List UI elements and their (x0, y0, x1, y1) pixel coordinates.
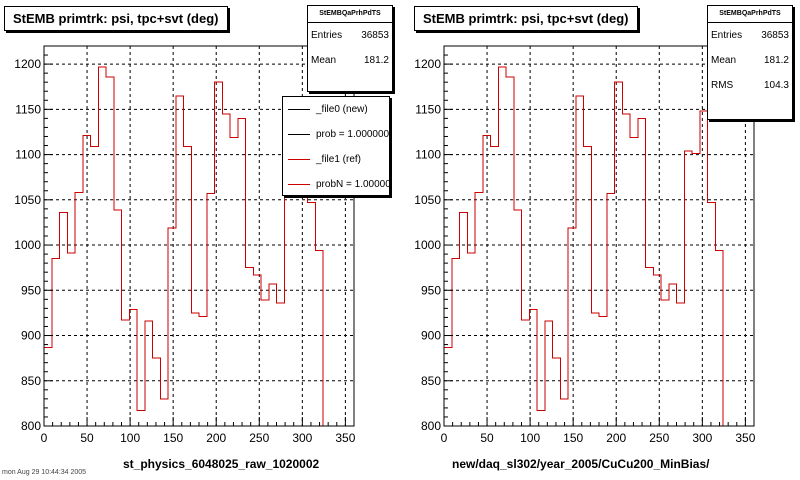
x-axis-title-right: new/daq_sl302/year_2005/CuCu200_MinBias/ (452, 457, 710, 471)
y-tick-label: 800 (21, 419, 41, 433)
x-tick-label: 0 (41, 431, 48, 445)
legend-item: _file1 (ref) (283, 147, 389, 172)
legend-item: prob = 1.000000 (283, 122, 389, 147)
x-tick-label: 300 (292, 431, 312, 445)
x-tick-label: 300 (692, 431, 712, 445)
stats-rms-value: 104.3 (763, 80, 789, 91)
stats-name-left: StEMBQaPrhPdTS (308, 6, 392, 23)
x-tick-label: 350 (335, 431, 355, 445)
stats-row-mean-right: Mean 181.2 (708, 48, 792, 73)
x-tick-label: 50 (80, 431, 94, 445)
stats-entries-label: Entries (311, 30, 343, 41)
x-tick-label: 150 (563, 431, 583, 445)
chart-title-right: StEMB primtrk: psi, tpc+svt (deg) (414, 6, 638, 31)
stats-row-entries-right: Entries 36853 (708, 23, 792, 48)
y-tick-label: 1100 (415, 148, 441, 162)
x-tick-label: 200 (606, 431, 626, 445)
footer-timestamp: mon Aug 29 10:44:34 2005 (2, 469, 87, 476)
y-tick-label: 850 (421, 374, 441, 388)
plot-panel-right: 0 50 100 150 200 250 300 350 800 850 900 950 1000 105… (414, 45, 756, 445)
series-line (443, 66, 724, 426)
chart-title-left: StEMB primtrk: psi, tpc+svt (deg) (4, 6, 228, 31)
x-tick-label: 100 (520, 431, 540, 445)
y-tick-label: 1200 (414, 57, 441, 71)
stats-name-right: StEMBQaPrhPdTS (708, 6, 792, 23)
stats-mean-value: 181.2 (763, 55, 789, 66)
legend-box: _file0 (new) prob = 1.000000 _file1 (ref… (282, 96, 390, 196)
y-tick-label: 900 (421, 329, 441, 343)
y-tick-label: 1050 (414, 193, 441, 207)
legend-label: probN = 1.000000 (316, 179, 389, 190)
y-tick-label: 950 (21, 283, 41, 297)
legend-swatch (288, 134, 310, 135)
stats-row-entries-left: Entries 36853 (308, 23, 392, 48)
y-tick-label: 950 (421, 283, 441, 297)
y-tick-label: 1150 (415, 102, 441, 116)
stats-mean-value: 181.2 (363, 55, 389, 66)
stats-row-rms-right: RMS 104.3 (708, 73, 792, 98)
stats-row-mean-left: Mean 181.2 (308, 48, 392, 73)
y-tick-label: 800 (421, 419, 441, 433)
stats-entries-value: 36853 (761, 30, 789, 41)
stats-entries-label: Entries (711, 30, 743, 41)
stats-entries-value: 36853 (361, 30, 389, 41)
x-tick-label: 250 (249, 431, 269, 445)
legend-label: _file0 (new) (316, 104, 368, 115)
y-tick-label: 1150 (15, 102, 41, 116)
x-tick-label: 100 (120, 431, 140, 445)
legend-swatch (288, 109, 310, 110)
legend-swatch (288, 184, 310, 185)
legend-item: _file0 (new) (283, 97, 389, 122)
legend-item: probN = 1.000000 (283, 172, 389, 197)
y-tick-label: 850 (21, 374, 41, 388)
stats-rms-label: RMS (711, 80, 734, 91)
y-tick-label: 1050 (14, 193, 41, 207)
stats-box-right: StEMBQaPrhPdTS Entries 36853 Mean 181.2 … (707, 5, 793, 120)
x-tick-label: 50 (480, 431, 494, 445)
x-axis-title-left: st_physics_6048025_raw_1020002 (123, 457, 320, 471)
stats-mean-label: Mean (711, 55, 737, 66)
y-tick-label: 1000 (14, 238, 41, 252)
y-tick-label: 1200 (14, 57, 41, 71)
legend-label: _file1 (ref) (316, 154, 362, 165)
x-tick-label: 150 (163, 431, 183, 445)
legend-swatch (288, 159, 310, 160)
y-tick-label: 1000 (414, 238, 441, 252)
y-tick-label: 900 (21, 329, 41, 343)
series-line (43, 66, 324, 426)
x-tick-label: 250 (649, 431, 669, 445)
x-tick-label: 200 (206, 431, 226, 445)
x-tick-label: 350 (735, 431, 755, 445)
stats-mean-label: Mean (311, 55, 337, 66)
legend-label: prob = 1.000000 (316, 129, 389, 140)
stats-box-left: StEMBQaPrhPdTS Entries 36853 Mean 181.2 (307, 5, 393, 92)
x-tick-label: 0 (441, 431, 448, 445)
y-tick-label: 1100 (15, 148, 41, 162)
